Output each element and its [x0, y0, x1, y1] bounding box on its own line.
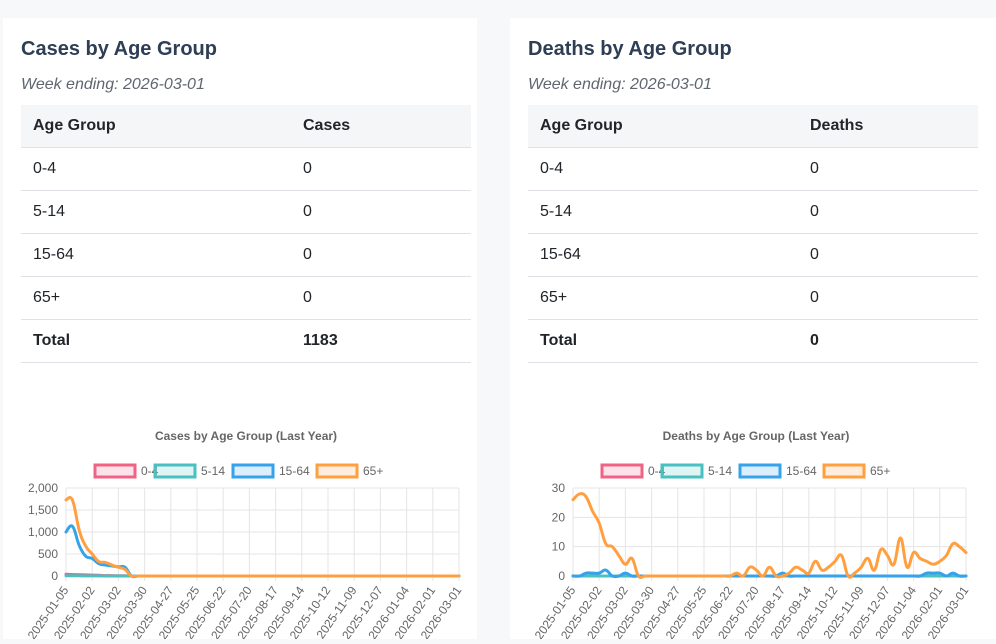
age-group-cell: 5-14 — [21, 191, 291, 234]
chart-title: Cases by Age Group (Last Year) — [155, 429, 337, 443]
y-tick-label: 20 — [552, 510, 566, 524]
total-label: Total — [528, 320, 798, 363]
legend-label: 5-14 — [201, 464, 225, 478]
cases-cell: 0 — [291, 191, 471, 234]
y-tick-label: 1,500 — [28, 503, 58, 517]
cases-cell: 0 — [291, 277, 471, 320]
series-line-65+ — [66, 498, 459, 577]
column-header-cases: Cases — [291, 105, 471, 148]
age-group-cell: 0-4 — [21, 148, 291, 191]
cases-cell: 0 — [291, 234, 471, 277]
legend-swatch — [740, 465, 780, 477]
cases-week-ending: Week ending: 2026-03-01 — [21, 76, 205, 94]
column-header-age-group: Age Group — [528, 105, 798, 148]
legend-swatch — [233, 465, 273, 477]
legend-label: 65+ — [363, 464, 383, 478]
cases-title: Cases by Age Group — [21, 38, 217, 61]
legend-swatch — [824, 465, 864, 477]
table-header-row: Age Group Cases — [21, 105, 471, 148]
cases-panel: Cases by Age Group Week ending: 2026-03-… — [3, 18, 477, 639]
y-tick-label: 10 — [552, 540, 566, 554]
deaths-week-ending: Week ending: 2026-03-01 — [528, 76, 712, 94]
deaths-cell: 0 — [798, 234, 978, 277]
deaths-panel: Deaths by Age Group Week ending: 2026-03… — [510, 18, 996, 639]
legend-label: 15-64 — [786, 464, 817, 478]
total-cases: 1183 — [291, 320, 471, 363]
column-header-age-group: Age Group — [21, 105, 291, 148]
legend-swatch — [662, 465, 702, 477]
total-label: Total — [21, 320, 291, 363]
age-group-cell: 0-4 — [528, 148, 798, 191]
table-row: 65+0 — [528, 277, 978, 320]
deaths-cell: 0 — [798, 148, 978, 191]
y-tick-label: 0 — [51, 569, 58, 583]
age-group-cell: 5-14 — [528, 191, 798, 234]
deaths-title: Deaths by Age Group — [528, 38, 732, 61]
y-tick-label: 500 — [38, 547, 58, 561]
y-tick-label: 0 — [558, 569, 565, 583]
y-tick-label: 30 — [552, 481, 566, 495]
legend-swatch — [602, 465, 642, 477]
table-header-row: Age Group Deaths — [528, 105, 978, 148]
legend-swatch — [317, 465, 357, 477]
legend-label: 65+ — [870, 464, 890, 478]
deaths-cell: 0 — [798, 191, 978, 234]
cases-cell: 0 — [291, 148, 471, 191]
age-group-cell: 15-64 — [21, 234, 291, 277]
legend-label: 15-64 — [279, 464, 310, 478]
legend-label: 5-14 — [708, 464, 732, 478]
legend-swatch — [95, 465, 135, 477]
age-group-cell: 15-64 — [528, 234, 798, 277]
column-header-deaths: Deaths — [798, 105, 978, 148]
series-line-65+ — [573, 494, 966, 578]
chart-title: Deaths by Age Group (Last Year) — [663, 429, 850, 443]
y-tick-label: 2,000 — [28, 481, 58, 495]
total-deaths: 0 — [798, 320, 978, 363]
deaths-cell: 0 — [798, 277, 978, 320]
y-tick-label: 1,000 — [28, 525, 58, 539]
legend-swatch — [155, 465, 195, 477]
table-row: 65+0 — [21, 277, 471, 320]
age-group-cell: 65+ — [528, 277, 798, 320]
series-line-15-64 — [573, 570, 966, 577]
age-group-cell: 65+ — [21, 277, 291, 320]
